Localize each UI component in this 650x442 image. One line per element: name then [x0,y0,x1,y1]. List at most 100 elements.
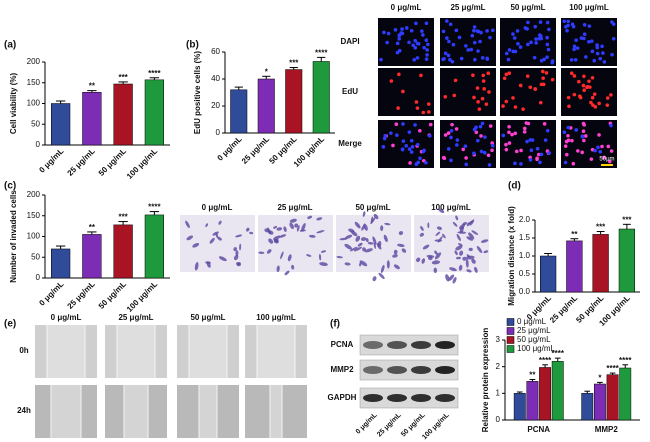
cell [395,133,399,137]
blot-band [363,394,383,402]
cell [443,133,448,137]
cell [605,96,610,100]
cell [501,133,506,138]
cell [389,79,394,83]
row-label: 24h [17,406,31,415]
cell [506,57,511,62]
cell [595,51,600,56]
cell [468,232,475,240]
cell [513,161,517,166]
cell [472,95,476,100]
cell [584,134,588,138]
cell [501,104,505,108]
cell [472,25,477,29]
bar [566,240,583,293]
cell [466,269,472,273]
cell [491,28,495,33]
cell [445,36,449,40]
cell [401,248,407,253]
cell [515,29,520,33]
cell [546,47,551,52]
cell [359,260,368,267]
cell [541,82,546,87]
cell [504,99,509,104]
cell [428,134,432,138]
cell [518,45,523,49]
wound-gap [51,385,81,438]
cell [383,234,388,243]
cell [566,95,571,100]
bar [513,393,526,421]
cell [385,40,389,45]
row-label: 0h [19,346,28,355]
significance: ** [89,82,96,91]
cell [306,254,312,257]
cell [539,34,543,39]
cell [419,232,424,237]
cell [510,132,514,137]
cell [434,250,438,255]
cell [563,160,568,165]
cell [475,86,480,90]
x-tick-label: 25 μg/mL [66,279,97,310]
cell [218,256,227,262]
y-tick-label: 50 [31,252,40,261]
y-tick-label: 2.0 [519,215,531,224]
row-label: Merge [338,139,362,148]
bar [51,248,71,279]
cell [365,238,369,243]
cell [425,53,429,57]
bar [581,393,594,421]
cell [573,58,578,62]
column-label: 25 μg/mL [450,3,485,12]
cell [609,93,613,97]
panel-label: (f) [330,319,340,330]
cell [404,144,409,148]
cell [488,35,492,40]
cell [547,27,551,32]
cell [543,138,548,142]
cell [490,148,494,153]
significance: ** [529,371,536,380]
cell [601,51,605,55]
cell [449,135,453,140]
cell [410,145,415,149]
cell [480,239,489,243]
column-label: 0 μg/mL [202,203,233,212]
cell [446,131,451,135]
cell [283,226,287,232]
cell [415,142,420,147]
panel-label: (a) [4,40,16,51]
cell [577,79,581,84]
cell [416,257,421,263]
bar [257,78,275,134]
cell [218,220,222,225]
cell [348,228,355,233]
row-label: MMP2 [330,365,354,374]
lane-label: 25 μg/mL [376,411,403,438]
cell [570,22,575,27]
cell [545,20,550,25]
cell [530,138,535,142]
cell [581,129,586,134]
significance: **** [619,356,632,365]
cell [415,56,420,60]
cell [360,237,367,241]
cell [582,74,586,79]
column-label: 25 μg/mL [277,203,312,212]
cell [545,42,550,47]
y-tick-label: 150 [27,78,41,87]
bar [551,361,564,421]
micrograph [378,68,434,116]
cell [373,242,377,249]
cell [572,44,577,49]
blot-band [363,366,383,374]
cell [401,139,406,143]
panel-label: (e) [4,319,16,330]
cell [590,49,595,54]
cell [186,235,194,241]
cell [414,21,418,26]
cell [478,124,483,129]
